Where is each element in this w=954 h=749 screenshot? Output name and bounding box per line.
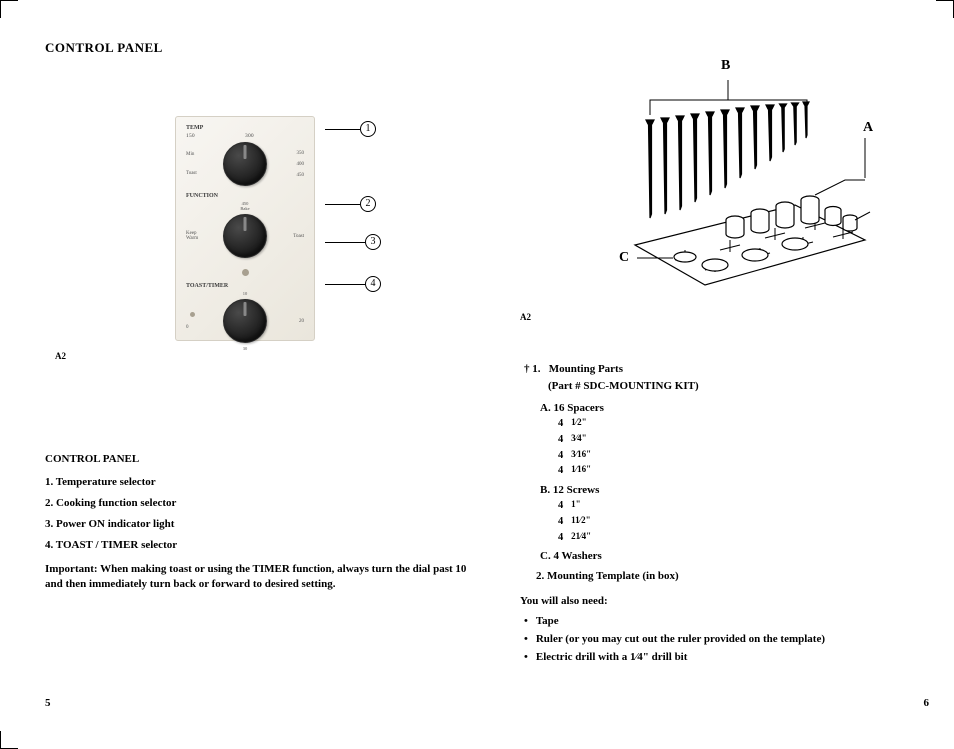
- parts-a-row: 4 3⁄16": [558, 448, 930, 464]
- callout-3: 3: [325, 234, 381, 250]
- function-dial: [223, 214, 267, 258]
- temp-tick: 400: [284, 162, 304, 167]
- timer-label: TOAST/TIMER: [186, 283, 304, 289]
- diagram-label-a: A: [863, 120, 873, 136]
- page-left: CONTROL PANEL TEMP 150 300 Min Toast: [45, 40, 475, 592]
- temp-tick: 300: [245, 133, 254, 139]
- figure-caption: A2: [55, 351, 365, 361]
- callout-1: 1: [325, 121, 376, 137]
- crop-mark: [0, 731, 1, 749]
- timer-dial: [223, 299, 267, 343]
- diagram-label-b: B: [721, 58, 730, 74]
- parts-a-row: 4 1⁄2": [558, 416, 930, 432]
- temperature-dial: [223, 142, 267, 186]
- parts-c: C. 4 Washers: [540, 549, 930, 564]
- parts-a: A. 16 Spacers: [540, 401, 930, 416]
- function-label: FUNCTION: [186, 193, 304, 199]
- parts-a-row: 4 3⁄4": [558, 432, 930, 448]
- parts-item-2: 2. Mounting Template (in box): [536, 569, 930, 584]
- crop-mark: [0, 0, 1, 18]
- callout-2: 2: [325, 196, 376, 212]
- timer-led: [190, 312, 195, 317]
- parts-item-1: † 1. Mounting Parts: [524, 362, 930, 377]
- parts-a-row: 4 1⁄16": [558, 463, 930, 479]
- parts-diagram-svg: [565, 60, 885, 300]
- temp-label: TEMP: [186, 125, 304, 131]
- temp-toast: Toast: [186, 171, 206, 176]
- temp-min: Min: [186, 152, 206, 157]
- power-led: [242, 269, 249, 276]
- control-panel-figure: TEMP 150 300 Min Toast 350 400 450: [175, 116, 365, 361]
- desc-heading: CONTROL PANEL: [45, 451, 475, 468]
- parts-b-row: 4 11⁄2": [558, 514, 930, 530]
- parts-kit-number: (Part # SDC-MOUNTING KIT): [548, 379, 930, 394]
- timer-tick: 20: [284, 319, 304, 324]
- function-left: Keep Warm: [186, 231, 206, 241]
- parts-b-row: 4 21⁄4": [558, 530, 930, 546]
- temp-tick: 450: [284, 173, 304, 178]
- section-title: CONTROL PANEL: [45, 40, 475, 56]
- desc-item: 2. Cooking function selector: [45, 495, 475, 512]
- control-panel-description: CONTROL PANEL 1. Temperature selector 2.…: [45, 451, 475, 592]
- parts-b-row: 4 1": [558, 498, 930, 514]
- timer-tick: 30: [186, 346, 304, 351]
- you-will-need-heading: You will also need:: [520, 594, 930, 609]
- need-item: Electric drill with a 1⁄4" drill bit: [524, 650, 930, 665]
- control-panel-photo: TEMP 150 300 Min Toast 350 400 450: [175, 116, 315, 341]
- page-right: B A C A2 † 1. Mounting Parts (Part # SDC…: [520, 40, 930, 666]
- temp-tick: 150: [186, 133, 195, 139]
- callout-4: 4: [325, 276, 381, 292]
- crop-mark: [936, 0, 954, 1]
- parts-b: B. 12 Screws: [540, 483, 930, 498]
- need-item: Ruler (or you may cut out the ruler prov…: [524, 632, 930, 647]
- timer-tick: 0: [186, 325, 206, 330]
- desc-note: Important: When making toast or using th…: [45, 562, 475, 592]
- desc-item: 1. Temperature selector: [45, 474, 475, 491]
- diagram-label-c: C: [619, 250, 629, 266]
- need-item: Tape: [524, 614, 930, 629]
- desc-item: 4. TOAST / TIMER selector: [45, 537, 475, 554]
- mounting-parts-figure: B A C: [565, 60, 885, 300]
- page-number-left: 5: [45, 697, 51, 709]
- crop-mark: [0, 0, 18, 1]
- parts-list: † 1. Mounting Parts (Part # SDC-MOUNTING…: [520, 362, 930, 666]
- figure-caption-right: A2: [520, 312, 930, 322]
- function-right: Toast: [284, 234, 304, 239]
- temp-tick: 350: [284, 151, 304, 156]
- desc-item: 3. Power ON indicator light: [45, 516, 475, 533]
- page-number-right: 6: [924, 697, 930, 709]
